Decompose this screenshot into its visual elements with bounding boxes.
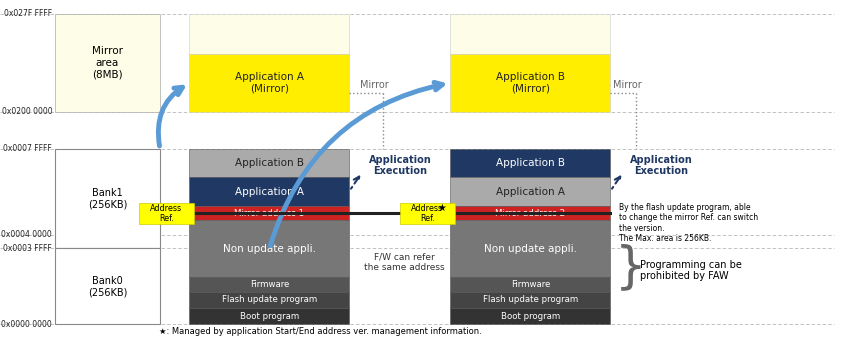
- Bar: [189, 54, 349, 112]
- Text: Address
Ref.: Address Ref.: [150, 204, 183, 223]
- Bar: [450, 206, 610, 220]
- Text: Firmware: Firmware: [250, 280, 289, 289]
- Bar: [450, 308, 610, 324]
- Text: Mirror address 2: Mirror address 2: [495, 209, 566, 218]
- Bar: [189, 14, 349, 54]
- Text: By the flash update program, able
to change the mirror Ref. can switch
the versi: By the flash update program, able to cha…: [619, 203, 758, 243]
- Text: Non update appli.: Non update appli.: [484, 244, 577, 254]
- Text: ★: Managed by application Start/End address ver. management information.: ★: Managed by application Start/End addr…: [158, 327, 482, 336]
- Text: 0x0200 0000: 0x0200 0000: [2, 107, 52, 116]
- Text: Boot program: Boot program: [240, 312, 299, 320]
- Text: Application
Execution: Application Execution: [369, 155, 431, 176]
- Text: Mirror
area
(8MB): Mirror area (8MB): [92, 46, 123, 79]
- Bar: [189, 220, 349, 277]
- Bar: [400, 203, 455, 224]
- Text: Application
Execution: Application Execution: [630, 155, 692, 176]
- Text: 0x0003 FFFF: 0x0003 FFFF: [3, 244, 52, 253]
- Text: F/W can refer
the same address: F/W can refer the same address: [364, 252, 445, 272]
- Text: Non update appli.: Non update appli.: [223, 244, 316, 254]
- Text: Application B
(Mirror): Application B (Mirror): [496, 72, 565, 94]
- Bar: [450, 54, 610, 112]
- Text: Mirror: Mirror: [360, 79, 389, 90]
- Text: 0x0007 FFFF: 0x0007 FFFF: [3, 144, 52, 153]
- FancyArrowPatch shape: [270, 82, 442, 246]
- Bar: [55, 14, 160, 112]
- Bar: [189, 277, 349, 292]
- Bar: [189, 177, 349, 206]
- Text: Application A
(Mirror): Application A (Mirror): [235, 72, 304, 94]
- Text: Mirror: Mirror: [613, 79, 642, 90]
- Bar: [450, 277, 610, 292]
- Bar: [450, 292, 610, 308]
- Text: Application A: Application A: [496, 187, 565, 197]
- Bar: [55, 248, 160, 324]
- Bar: [189, 308, 349, 324]
- Text: Firmware: Firmware: [511, 280, 550, 289]
- Text: 0x0000 0000: 0x0000 0000: [2, 320, 52, 329]
- Bar: [139, 203, 194, 224]
- Text: Flash update program: Flash update program: [221, 295, 317, 305]
- Text: Application A: Application A: [235, 187, 304, 197]
- Text: Address
Ref.: Address Ref.: [411, 204, 444, 223]
- Text: Programming can be
prohibited by FAW: Programming can be prohibited by FAW: [640, 260, 742, 281]
- Bar: [450, 149, 610, 177]
- Bar: [189, 149, 349, 177]
- Text: ★: ★: [438, 203, 446, 213]
- Text: Application B: Application B: [496, 158, 565, 168]
- Bar: [450, 177, 610, 206]
- Text: Bank0
(256KB): Bank0 (256KB): [88, 276, 127, 297]
- Text: Flash update program: Flash update program: [482, 295, 578, 305]
- Text: Bank1
(256KB): Bank1 (256KB): [88, 188, 127, 209]
- Bar: [450, 14, 610, 54]
- Text: 0x027F FFFF: 0x027F FFFF: [4, 9, 52, 18]
- Text: }: }: [615, 243, 647, 291]
- Bar: [55, 149, 160, 248]
- Bar: [189, 206, 349, 220]
- Bar: [189, 292, 349, 308]
- Bar: [450, 220, 610, 277]
- FancyArrowPatch shape: [158, 87, 183, 146]
- Text: 0x0004 0000: 0x0004 0000: [2, 231, 52, 239]
- Text: Application B: Application B: [235, 158, 304, 168]
- Text: Boot program: Boot program: [501, 312, 560, 320]
- Text: Mirror address 1: Mirror address 1: [234, 209, 305, 218]
